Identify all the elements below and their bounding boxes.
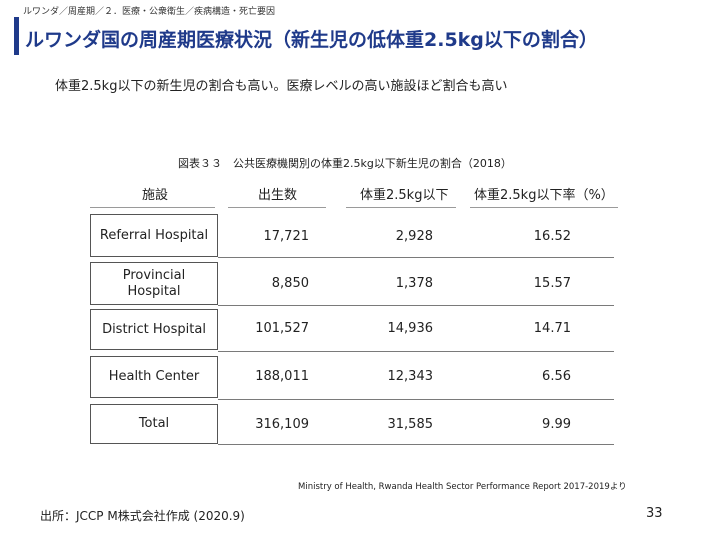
low-weight-cell: 2,928: [395, 229, 433, 244]
row-divider: [218, 305, 614, 306]
births-cell: 101,527: [255, 321, 309, 336]
header-underline: [346, 207, 456, 208]
rate-cell: 16.52: [533, 229, 571, 244]
header-low-weight: 体重2.5kg以下: [360, 188, 449, 203]
lead-text: 体重2.5kg以下の新生児の割合も高い。医療レベルの高い施設ほど割合も高い: [55, 79, 508, 94]
rate-cell: 9.99: [542, 417, 571, 432]
row-divider: [218, 351, 614, 352]
header-underline: [228, 207, 326, 208]
births-cell: 8,850: [271, 276, 309, 291]
header-underline: [90, 207, 215, 208]
row-divider: [218, 444, 614, 445]
header-births: 出生数: [258, 188, 298, 203]
facility-cell: Health Center: [90, 356, 218, 398]
births-cell: 316,109: [255, 417, 309, 432]
footer-source: 出所：JCCP M株式会社作成 (2020.9): [40, 509, 245, 523]
row-divider: [218, 399, 614, 400]
title-accent-bar: [14, 17, 19, 55]
low-weight-cell: 12,343: [387, 369, 434, 384]
row-divider: [218, 257, 614, 258]
page-number: 33: [646, 506, 663, 521]
rate-cell: 14.71: [533, 321, 571, 336]
table-caption: 図表３３ 公共医療機関別の体重2.5kg以下新生児の割合（2018）: [178, 157, 512, 170]
header-rate: 体重2.5kg以下率（%）: [474, 188, 614, 203]
rate-cell: 15.57: [533, 276, 571, 291]
rate-cell: 6.56: [542, 369, 571, 384]
source-note: Ministry of Health, Rwanda Health Sector…: [298, 482, 627, 492]
births-cell: 17,721: [263, 229, 310, 244]
facility-cell: Referral Hospital: [90, 214, 218, 257]
births-cell: 188,011: [255, 369, 309, 384]
facility-cell: District Hospital: [90, 309, 218, 350]
low-weight-cell: 31,585: [387, 417, 434, 432]
breadcrumb: ルワンダ／周産期／２．医療・公衆衛生／疾病構造・死亡要因: [23, 7, 276, 17]
facility-cell: Total: [90, 404, 218, 444]
low-weight-cell: 14,936: [387, 321, 434, 336]
page-title: ルワンダ国の周産期医療状況（新生児の低体重2.5kg以下の割合）: [25, 29, 598, 51]
header-underline: [470, 207, 618, 208]
facility-cell: Provincial Hospital: [90, 262, 218, 305]
header-facility: 施設: [142, 188, 169, 203]
low-weight-cell: 1,378: [395, 276, 433, 291]
